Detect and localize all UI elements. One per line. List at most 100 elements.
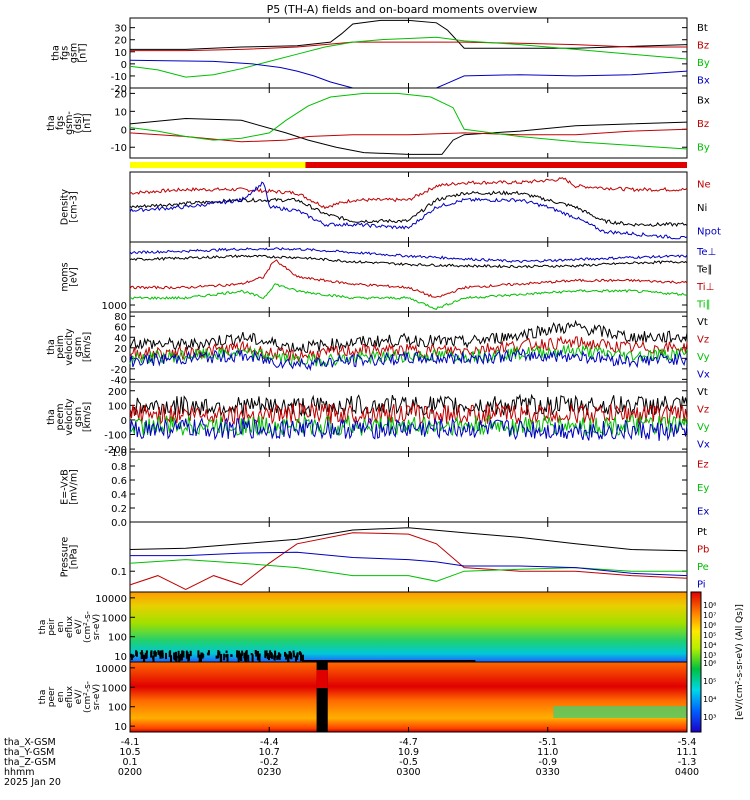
ylabel-line: tha bbox=[51, 45, 62, 61]
spectrogram-noise bbox=[288, 651, 291, 654]
colorbar-tick: 10³ bbox=[703, 713, 716, 722]
ylabel-line: peir bbox=[47, 618, 57, 636]
spectrogram-noise bbox=[225, 654, 228, 658]
xaxis-tick-value: 0330 bbox=[536, 767, 560, 778]
ytick-label: -200 bbox=[104, 445, 127, 456]
spectrogram-noise bbox=[237, 654, 240, 662]
spectrogram-noise bbox=[247, 654, 250, 662]
spectrogram-noise bbox=[181, 653, 183, 661]
legend-entry: Bz bbox=[697, 40, 709, 51]
spectrogram-noise bbox=[158, 652, 161, 657]
xaxis-tick-value: 0200 bbox=[118, 767, 142, 778]
ylabel-line: tha bbox=[38, 690, 48, 705]
legend-entry: By bbox=[697, 142, 710, 153]
ytick-label: 0.0 bbox=[111, 518, 127, 529]
spectrogram-noise bbox=[277, 652, 280, 656]
spectrogram-noise bbox=[175, 651, 177, 657]
spectrogram-noise bbox=[295, 655, 297, 662]
ylabel-line: [cm-3] bbox=[69, 191, 80, 222]
spectrogram-noise bbox=[217, 654, 220, 658]
spectrogram-noise bbox=[197, 650, 200, 658]
ylabel-line: [nT] bbox=[78, 43, 89, 62]
series-line-By bbox=[129, 36, 688, 78]
spectrogram-noise bbox=[230, 654, 233, 657]
legend-entry: Vz bbox=[697, 404, 709, 415]
xaxis-tick-value: -5.1 bbox=[538, 737, 557, 748]
spectrogram-noise bbox=[181, 650, 184, 653]
ytick-label: -40 bbox=[111, 375, 127, 386]
spectrogram-noise bbox=[302, 654, 304, 663]
ylabel-line: eV/ bbox=[74, 619, 84, 635]
xaxis-tick-value: -1.3 bbox=[678, 757, 697, 768]
series-line-Te⊥ bbox=[129, 247, 688, 264]
ylabel-line: gsm- bbox=[64, 111, 75, 135]
legend-entry: Bx bbox=[697, 75, 710, 86]
xaxis-tick-value: -4.7 bbox=[399, 737, 418, 748]
spectrogram-noise bbox=[143, 654, 145, 661]
spectrogram-noise bbox=[258, 655, 261, 662]
spectrogram-noise bbox=[241, 650, 244, 656]
ylabel-line: tha bbox=[46, 115, 57, 131]
spectrogram-noise bbox=[265, 650, 268, 654]
legend-entry: Ti∥ bbox=[696, 299, 711, 310]
xaxis-tick-value: 10.9 bbox=[398, 747, 419, 758]
spectrogram-noise bbox=[160, 651, 163, 657]
legend-entry: Bx bbox=[697, 96, 710, 107]
colorbar-gradient bbox=[690, 591, 702, 733]
legend-entry: Pb bbox=[697, 544, 709, 555]
spectrogram-noise bbox=[292, 650, 295, 654]
ylabel-line: (cm²-s- bbox=[83, 681, 93, 713]
spectrogram-noise bbox=[284, 651, 286, 657]
xaxis-row-label: tha_Y-GSM bbox=[4, 747, 54, 758]
ytick-label: 80 bbox=[114, 312, 127, 323]
spectrogram-noise bbox=[236, 650, 239, 657]
xaxis-tick-value: -4.1 bbox=[121, 737, 140, 748]
spectrogram-noise bbox=[218, 651, 221, 655]
ylabel-line: fgs bbox=[55, 116, 66, 130]
legend-entry: Ez bbox=[697, 460, 709, 471]
series-line-Vt bbox=[129, 319, 688, 355]
ytick-label: 20 bbox=[114, 344, 127, 355]
spectrogram-s1: 10000 1000 100 10 tha peer en eflux eV/(cm²-s-sr… bbox=[38, 661, 688, 733]
xaxis-tick-value: 0230 bbox=[257, 767, 281, 778]
ytick-label: 0.4 bbox=[111, 490, 127, 501]
xaxis-tick-value: -0.9 bbox=[538, 757, 557, 768]
spectrogram-noise bbox=[290, 653, 293, 660]
spectrogram-noise bbox=[217, 650, 220, 657]
spectrogram-noise bbox=[244, 655, 247, 662]
spectrogram-field bbox=[130, 592, 687, 662]
spectrogram-noise bbox=[202, 654, 205, 658]
series-line-Bz bbox=[130, 41, 687, 52]
ylabel-line: peim bbox=[55, 335, 66, 359]
spectrogram-noise bbox=[268, 654, 270, 661]
spectrogram-noise bbox=[178, 655, 181, 662]
spectrogram-noise bbox=[145, 654, 148, 659]
xaxis-tick-value: 11.0 bbox=[537, 747, 558, 758]
spectrogram-noise bbox=[256, 652, 259, 661]
ytick-label: 200 bbox=[108, 387, 127, 398]
spectrogram-noise bbox=[254, 650, 257, 654]
ylabel-line: velocity bbox=[64, 328, 75, 366]
ylabel-line: [mV/m] bbox=[69, 469, 80, 505]
series-line-Pb bbox=[129, 532, 688, 590]
data-gap-red bbox=[316, 670, 328, 688]
ylabel-line: en bbox=[56, 621, 66, 632]
spectrogram-noise bbox=[150, 650, 153, 655]
figure-title: P5 (TH-A) fields and on-board moments ov… bbox=[267, 3, 538, 16]
spectrogram-noise bbox=[189, 654, 192, 657]
series-line-Npot bbox=[129, 181, 688, 240]
spectrogram-noise bbox=[153, 651, 156, 657]
ytick-label: 10 bbox=[114, 107, 127, 118]
ylabel-line: [nT] bbox=[82, 113, 93, 132]
colorbar-tick: 10⁴ bbox=[703, 641, 716, 650]
spectrogram-noise bbox=[245, 650, 248, 655]
xaxis-row-label: 2025 Jan 20 bbox=[4, 777, 61, 788]
ylabel-line: fgs bbox=[60, 46, 71, 60]
legend-entry: Vt bbox=[697, 387, 708, 398]
ylabel-line: en bbox=[56, 691, 66, 702]
spectrogram-noise bbox=[188, 654, 190, 661]
ytick-label: 10 bbox=[114, 48, 127, 59]
